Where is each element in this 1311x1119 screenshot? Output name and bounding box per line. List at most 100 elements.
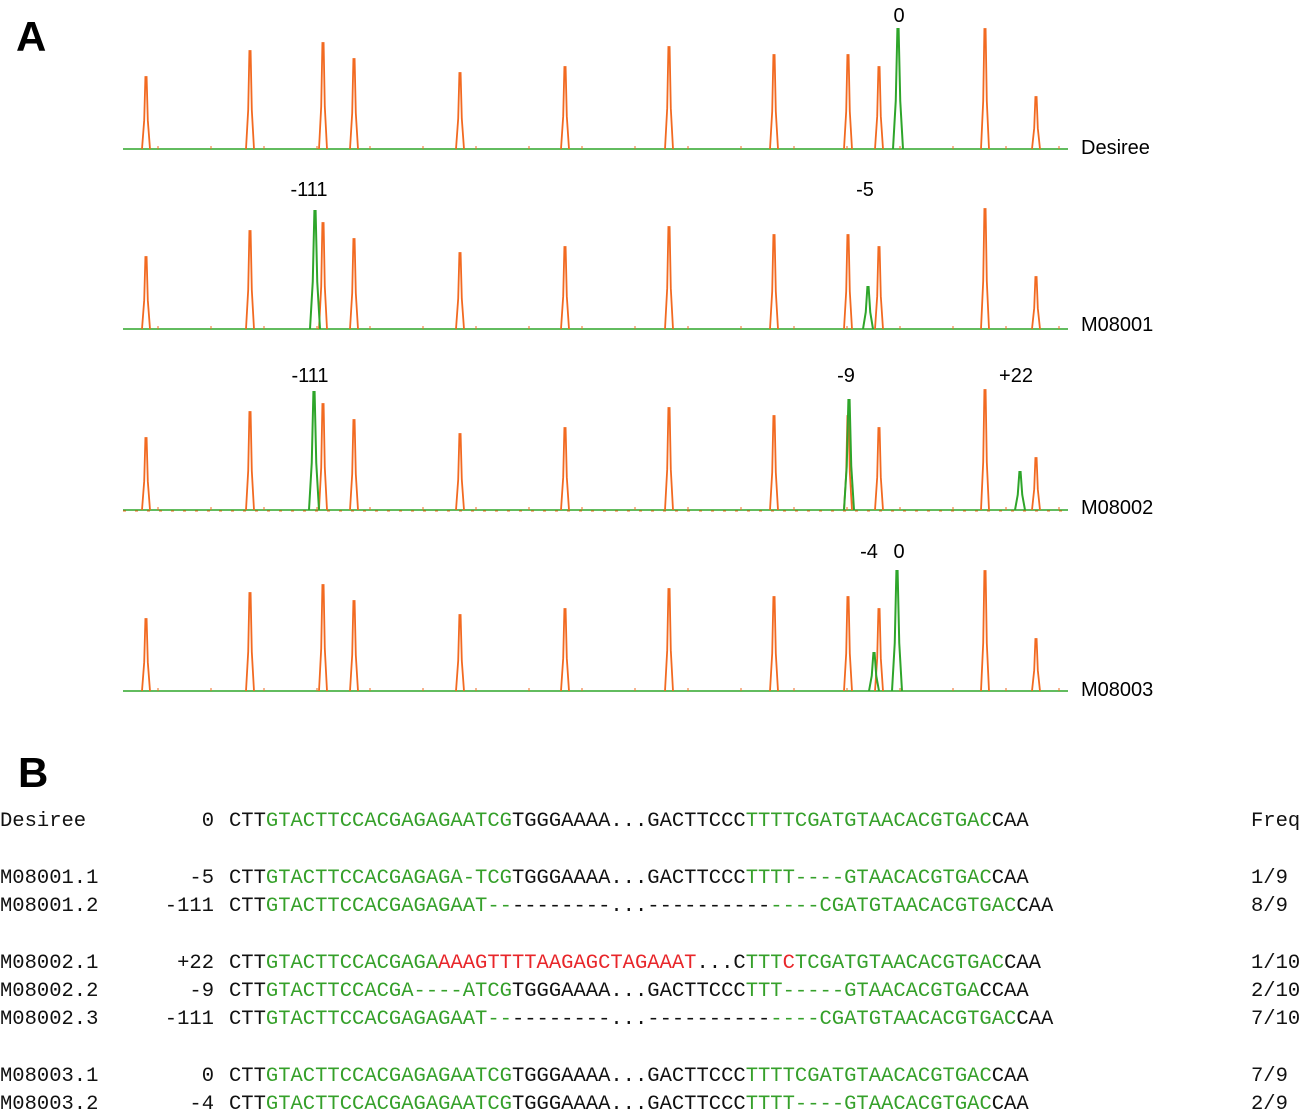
sequence-flank: TGGGAAAA...GACTTCCC — [511, 1065, 746, 1088]
ladder-peak — [560, 246, 570, 330]
sequence-flank: CAA — [991, 867, 1029, 890]
allele-frequency: 2/9 — [1251, 1093, 1288, 1116]
sequence-flank: CTT — [229, 895, 266, 918]
sequence-insertion: AAAGTTTTAAGAGCTAGAAAT — [438, 952, 697, 975]
ladder-peak — [664, 226, 674, 330]
ladder-peak — [980, 389, 990, 511]
sequence-alignment: Desiree 0 CTTGTACTTCCACGAGAGAATCGTGGGAAAA.… — [0, 806, 1311, 1116]
ladder-peak — [980, 570, 990, 692]
sequence-target-site: GTACTTCCACGA----ATCG — [265, 980, 512, 1003]
allele-name: M08001.1 — [0, 867, 99, 890]
sequence-insertion: C — [782, 952, 795, 975]
ladder-peak — [318, 403, 328, 511]
ladder-peak — [664, 588, 674, 692]
ladder-peak — [349, 419, 359, 511]
sequence-target-site: GTACTTCCACGAGAGAATCG — [265, 810, 512, 833]
allele-sequence: CTTGTACTTCCACGAGAGA-TCGTGGGAAAA...GACTTC… — [229, 865, 1029, 893]
ladder-peak — [318, 584, 328, 692]
sample-peak — [308, 391, 320, 511]
sample-peak — [1014, 471, 1026, 511]
indel-size: 0 — [201, 810, 214, 833]
peak-indel-label: -5 — [856, 179, 874, 201]
sample-peak — [862, 286, 874, 330]
ladder-peak — [349, 238, 359, 330]
sample-peak — [843, 399, 855, 511]
sequence-flank: CAA — [1004, 952, 1041, 975]
sequence-target-site: GTACTTCCACGAGA — [265, 952, 439, 975]
ladder-peak — [141, 256, 151, 330]
allele-name: M08002.1 — [0, 952, 99, 975]
allele-sequence: CTTGTACTTCCACGAGAGAAT----------...------… — [229, 1006, 1053, 1034]
sequence-flank: CAA — [991, 1093, 1029, 1116]
ladder-peak — [141, 437, 151, 511]
peak-indel-label: +22 — [999, 365, 1033, 387]
sequence-target-site: GTACTTCCACGAGAGA-TCG — [265, 867, 512, 890]
sequence-flank: CAA — [991, 1065, 1029, 1088]
ladder-peak — [318, 222, 328, 330]
sequence-target-site: ----CGATGTAACACGTGAC — [770, 895, 1017, 918]
allele-frequency: 2/10 — [1251, 980, 1301, 1003]
sequence-target-site: TTTT----GTAACACGTGAC — [745, 867, 992, 890]
allele-frequency: Freq — [1251, 810, 1301, 833]
allele-frequency: 1/9 — [1251, 867, 1288, 890]
ladder-peak — [980, 208, 990, 330]
ladder-peak — [560, 66, 570, 150]
sequence-flank: CTT — [229, 1008, 266, 1031]
allele-sequence: CTTGTACTTCCACGAGAGAATCGTGGGAAAA...GACTTC… — [229, 1063, 1029, 1091]
sequence-target-site: TTTT----GTAACACGTGAC — [745, 1093, 992, 1116]
ladder-peak — [141, 76, 151, 150]
trace-sample-name: Desiree — [1081, 137, 1150, 159]
sequence-target-site: TCGATGTAACACGTGAC — [794, 952, 1005, 975]
sequence-flank: CTT — [229, 867, 266, 890]
allele-sequence: CTTGTACTTCCACGAGAGAATCGTGGGAAAA...GACTTC… — [229, 808, 1029, 836]
trace-sample-name: M08002 — [1081, 497, 1153, 519]
indel-size: -111 — [164, 1008, 214, 1031]
allele-name: M08003.2 — [0, 1093, 99, 1116]
sequence-flank: CTT — [229, 1065, 266, 1088]
peak-indel-label: -111 — [291, 365, 328, 387]
ladder-peak — [769, 415, 779, 511]
sequence-flank: TGGGAAAA...GACTTCCC — [511, 1093, 746, 1116]
allele-sequence: CTTGTACTTCCACGA----ATCGTGGGAAAA...GACTTC… — [229, 978, 1029, 1006]
sequence-flank: CAA — [991, 810, 1029, 833]
sequence-flank: CTT — [229, 952, 266, 975]
allele-name: M08003.1 — [0, 1065, 99, 1088]
ladder-peak — [245, 592, 255, 692]
sequence-target-site: GTACTTCCACGAGAGAAT-- — [265, 895, 512, 918]
ladder-peak — [664, 407, 674, 511]
allele-sequence: CTTGTACTTCCACGAGAGAATCGTGGGAAAA...GACTTC… — [229, 1091, 1029, 1119]
ladder-peak — [245, 50, 255, 150]
sequence-flank: CCAA — [979, 980, 1029, 1003]
sequence-flank: --------...---------- — [511, 895, 771, 918]
allele-frequency: 8/9 — [1251, 895, 1288, 918]
sample-peak — [891, 570, 903, 692]
sample-peak — [892, 28, 904, 150]
panel-a-letter: A — [16, 13, 47, 60]
ladder-peak — [874, 246, 884, 330]
sequence-target-site: GTACTTCCACGAGAGAATCG — [265, 1065, 512, 1088]
ladder-peak — [349, 600, 359, 692]
ladder-peak — [1031, 276, 1041, 330]
sequence-flank: CAA — [1016, 895, 1054, 918]
sequence-target-site: GTACTTCCACGAGAGAATCG — [265, 1093, 512, 1116]
sequence-target-site: TTT-----GTAACACGTGA — [745, 980, 980, 1003]
sequence-target-site: GTACTTCCACGAGAGAAT-- — [265, 1008, 512, 1031]
ladder-peak — [455, 252, 465, 330]
ladder-peak — [843, 234, 853, 330]
allele-frequency: 7/9 — [1251, 1065, 1288, 1088]
ladder-peak — [874, 427, 884, 511]
peak-indel-label: 0 — [893, 541, 904, 563]
allele-name: M08001.2 — [0, 895, 99, 918]
sequence-flank: CTT — [229, 1093, 266, 1116]
sequence-flank: --------...---------- — [511, 1008, 771, 1031]
ladder-peak — [1031, 638, 1041, 692]
sequence-target-site: TTTTCGATGTAACACGTGAC — [745, 1065, 992, 1088]
allele-frequency: 7/10 — [1251, 1008, 1301, 1031]
ladder-peak — [664, 46, 674, 150]
ladder-peak — [245, 230, 255, 330]
ladder-peak — [245, 411, 255, 511]
sequence-flank: CTT — [229, 980, 266, 1003]
allele-name: M08002.3 — [0, 1008, 99, 1031]
allele-name: Desiree — [0, 810, 87, 833]
ladder-peak — [1031, 96, 1041, 150]
